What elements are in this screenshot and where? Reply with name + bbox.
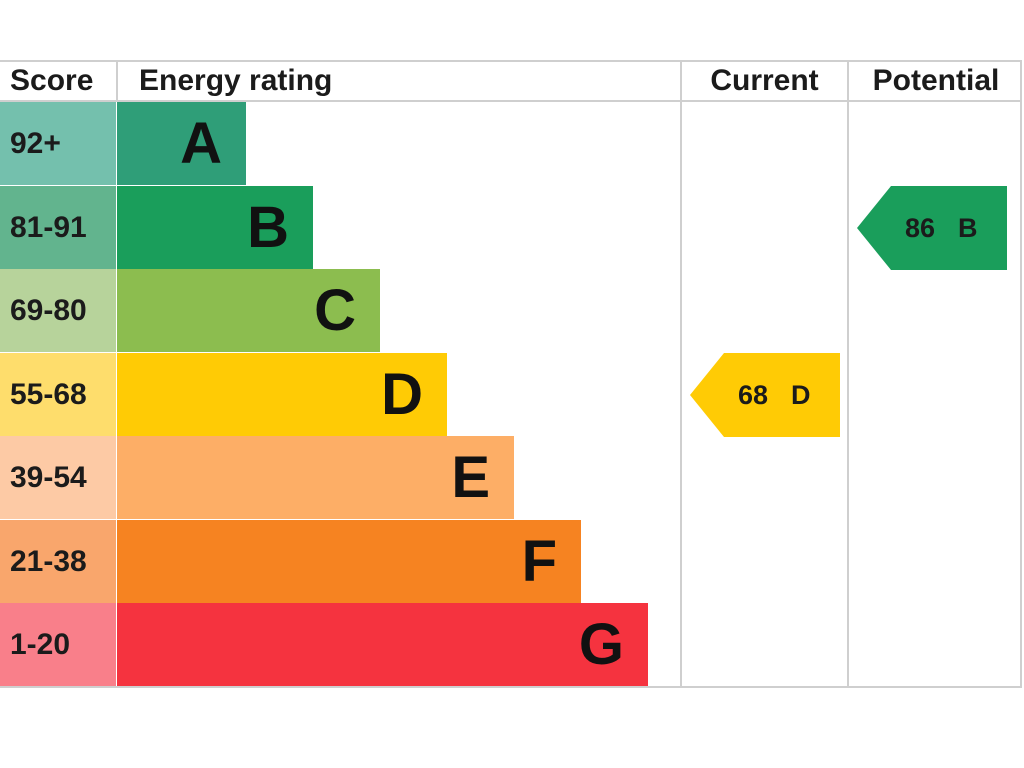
band-bar-e: E — [117, 436, 514, 519]
band-bar-a: A — [117, 102, 246, 185]
header-score: Score — [10, 64, 94, 97]
grid-line-header — [0, 100, 1022, 102]
score-range-label: 69-80 — [10, 294, 87, 327]
score-range-label: 92+ — [10, 127, 61, 160]
current-rating-letter: D — [791, 380, 811, 410]
score-cell-e: 39-54 — [0, 436, 116, 519]
potential-arrow-shape — [857, 186, 1007, 270]
score-cell-d: 55-68 — [0, 353, 116, 436]
current-rating-arrow: 68 D — [690, 353, 840, 437]
grid-line-potential-divider — [847, 60, 849, 688]
grid-line-current-divider — [680, 60, 682, 688]
band-letter: E — [451, 445, 490, 510]
band-bar-d: D — [117, 353, 447, 436]
score-range-label: 55-68 — [10, 378, 87, 411]
score-range-label: 39-54 — [10, 461, 87, 494]
current-arrow-fill — [690, 353, 840, 437]
score-range-label: 81-91 — [10, 211, 87, 244]
band-letter: G — [578, 612, 624, 677]
current-score-value: 68 — [738, 380, 769, 410]
band-letter: D — [381, 362, 423, 427]
grid-line-bottom — [0, 686, 1022, 688]
score-range-label: 1-20 — [10, 628, 71, 661]
header-current: Current — [710, 64, 819, 97]
score-cell-c: 69-80 — [0, 269, 116, 352]
grid-line-top — [0, 60, 1022, 62]
potential-rating-letter: B — [958, 213, 978, 243]
band-bar-b: B — [117, 186, 313, 269]
band-letter: F — [521, 529, 557, 594]
grid-line-score-divider — [116, 60, 118, 102]
grid-line-right — [1020, 60, 1022, 688]
potential-rating-arrow: 86 B — [857, 186, 1007, 270]
score-cell-g: 1-20 — [0, 603, 116, 686]
header-energy-rating: Energy rating — [139, 64, 333, 97]
current-arrow-shape — [690, 353, 840, 437]
score-cell-b: 81-91 — [0, 186, 116, 269]
header-potential: Potential — [872, 64, 1000, 97]
band-bar-c: C — [117, 269, 380, 352]
band-bar-g: G — [117, 603, 648, 686]
potential-arrow-fill — [857, 186, 1007, 270]
score-cell-a: 92+ — [0, 102, 116, 185]
band-letter: C — [314, 278, 356, 343]
band-bar-f: F — [117, 520, 581, 603]
band-letter: B — [247, 195, 289, 260]
score-range-label: 21-38 — [10, 545, 87, 578]
potential-score-value: 86 — [905, 213, 936, 243]
score-cell-f: 21-38 — [0, 520, 116, 603]
band-letter: A — [180, 111, 222, 176]
